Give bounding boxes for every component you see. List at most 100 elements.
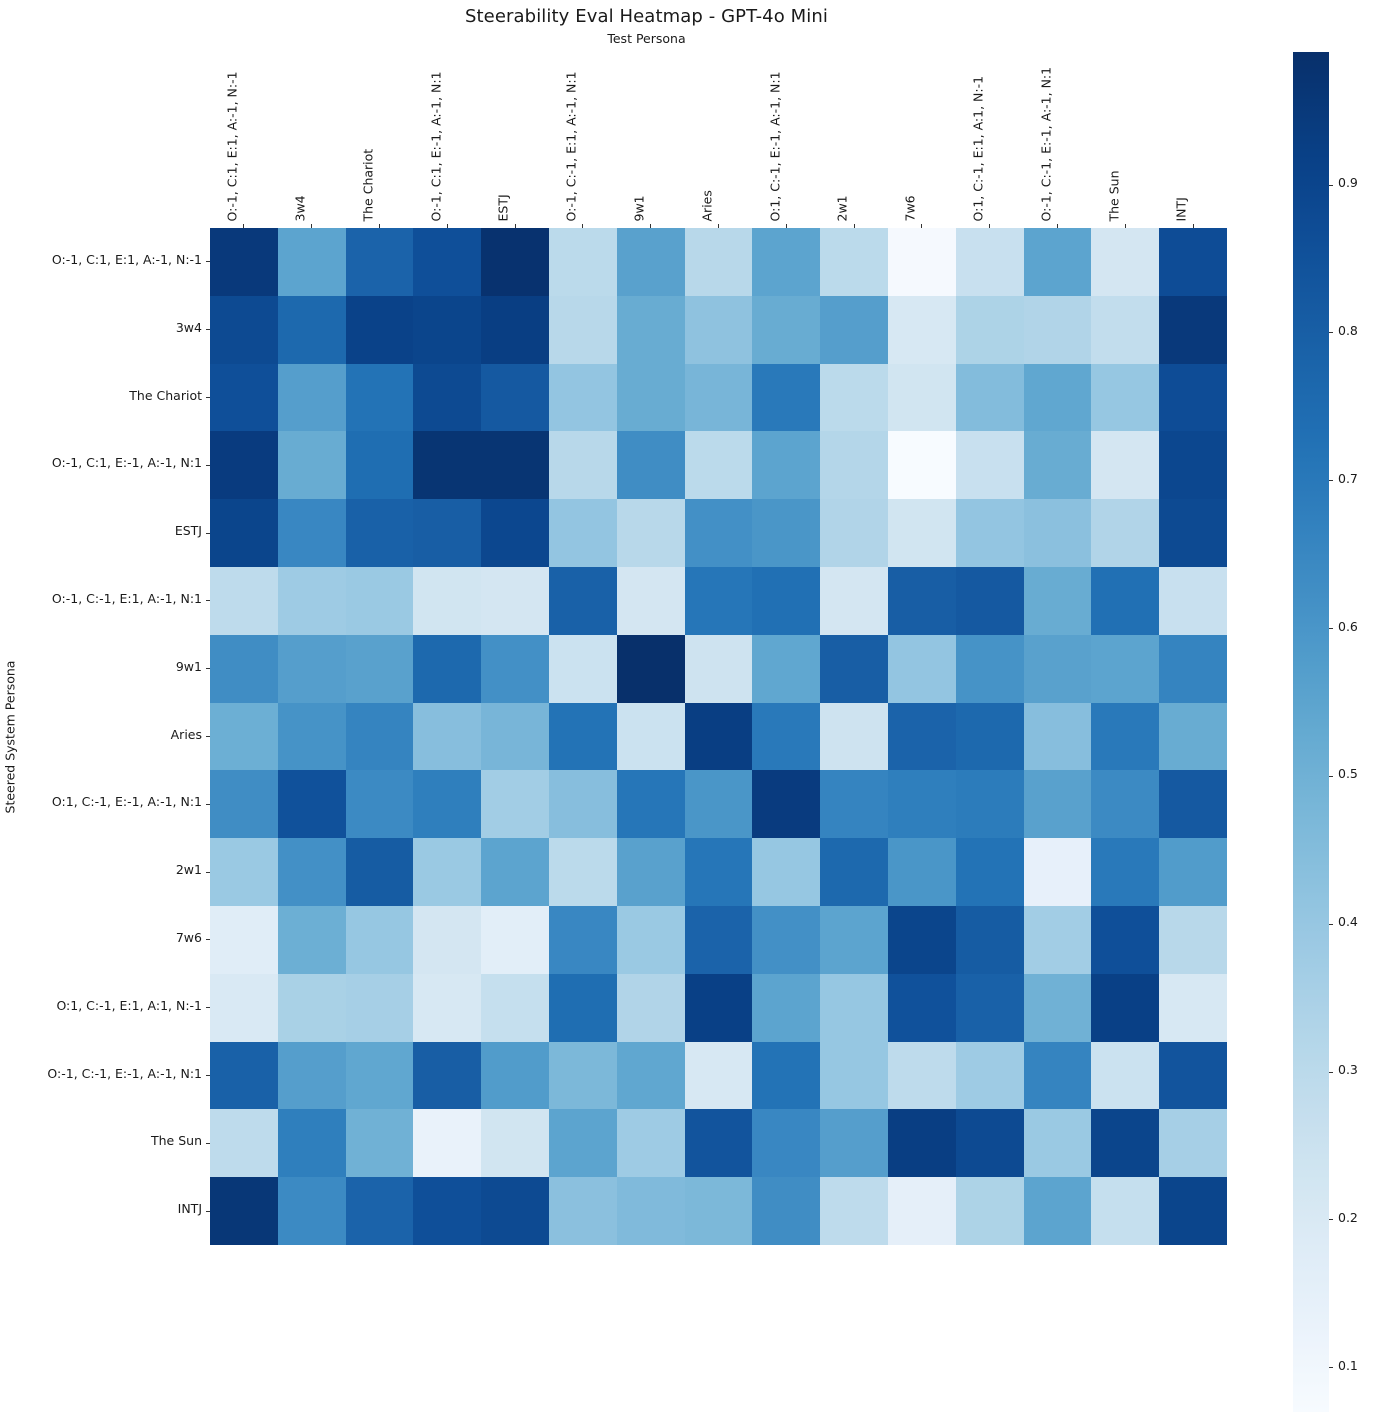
heatmap-cell (616, 1109, 685, 1178)
heatmap-cell (549, 634, 617, 703)
heatmap-cell (481, 295, 549, 364)
heatmap-cell (345, 363, 414, 432)
x-tick-label: O:-1, C:1, E:-1, A:-1, N:1 (428, 70, 443, 221)
heatmap-cell (955, 973, 1024, 1042)
heatmap-cell (1159, 634, 1227, 703)
heatmap-cell (752, 634, 821, 703)
heatmap-cell (549, 363, 617, 432)
heatmap-cell (820, 973, 888, 1042)
heatmap-cell (955, 1109, 1024, 1178)
heatmap-cell (210, 228, 278, 296)
heatmap-cell (1091, 431, 1160, 500)
y-tick-label: 7w6 (175, 929, 202, 945)
heatmap-cell (481, 973, 549, 1042)
colorbar: 0.9 0.8 0.7 0.6 0.5 0.4 0.3 0.2 0.1 (1293, 52, 1358, 1412)
x-tick-label: O:-1, C:-1, E:-1, A:-1, N:1 (1038, 66, 1054, 221)
heatmap-cell (549, 1109, 617, 1178)
heatmap-cell (752, 770, 821, 839)
heatmap-cell (210, 431, 278, 500)
heatmap-cell (345, 770, 414, 839)
colorbar-tick-label: 0.7 (1338, 470, 1358, 486)
heatmap-cell (413, 770, 482, 839)
heatmap-cell (210, 634, 278, 703)
heatmap-cell (1159, 906, 1227, 974)
heatmap-cell (413, 499, 482, 567)
heatmap-cell (888, 770, 956, 839)
heatmap-cell (955, 1041, 1024, 1110)
heatmap-cell (684, 838, 753, 906)
heatmap-cell (684, 1041, 753, 1110)
x-tick-label: O:1, C:-1, E:1, A:1, N:-1 (970, 75, 986, 221)
y-tick-label: O:-1, C:1, E:-1, A:-1, N:1 (51, 455, 202, 471)
heatmap-cell (1091, 228, 1160, 296)
heatmap-cell (345, 567, 414, 635)
heatmap-cell (888, 906, 956, 974)
heatmap-cell (1091, 838, 1160, 906)
heatmap-cell (888, 228, 956, 296)
heatmap-cell (413, 1041, 482, 1110)
heatmap-cell (888, 499, 956, 567)
heatmap-cell (481, 770, 549, 839)
heatmap-cell (1159, 838, 1227, 906)
heatmap-cell (1091, 906, 1160, 974)
y-tick-label: Aries (170, 726, 202, 742)
heatmap-cell (820, 838, 888, 906)
heatmap-cell (820, 567, 888, 635)
heatmap-cell (616, 634, 685, 703)
x-axis-tick-labels: O:-1, C:1, E:1, A:-1, N:-1 3w4 The Chariot… (210, 0, 1227, 228)
heatmap-cell (1023, 1041, 1092, 1110)
heatmap-cell (1159, 973, 1227, 1042)
heatmap-cell (481, 431, 549, 500)
heatmap-cell (820, 906, 888, 974)
heatmap-cell (277, 431, 346, 500)
heatmap-cell (955, 906, 1024, 974)
heatmap-grid (210, 228, 1227, 1245)
heatmap-cell (481, 1177, 549, 1245)
heatmap-cell (481, 906, 549, 974)
chart-title: Steerability Eval Heatmap - GPT-4o Mini (465, 6, 828, 27)
colorbar-tick-mark (1329, 628, 1333, 630)
x-tick-mark (1192, 224, 1194, 228)
heatmap-cell (1091, 295, 1160, 364)
heatmap-cell (481, 228, 549, 296)
heatmap-cell (277, 906, 346, 974)
heatmap-cell (1159, 1177, 1227, 1245)
heatmap-cell (277, 702, 346, 771)
heatmap-cell (955, 838, 1024, 906)
y-tick-mark (206, 600, 210, 602)
heatmap-cell (210, 973, 278, 1042)
y-tick-mark (206, 261, 210, 263)
heatmap-cell (277, 228, 346, 296)
y-tick-mark (206, 803, 210, 805)
heatmap-cell (549, 567, 617, 635)
y-tick-mark (206, 1075, 210, 1076)
y-tick-mark (206, 532, 210, 534)
y-tick-mark (206, 1142, 210, 1144)
heatmap-cell (345, 1041, 414, 1110)
heatmap-cell (413, 973, 482, 1042)
heatmap-cell (616, 1041, 685, 1110)
heatmap-cell (752, 1177, 821, 1245)
heatmap-cell (210, 567, 278, 635)
heatmap-cell (549, 770, 617, 839)
heatmap-cell (345, 973, 414, 1042)
heatmap-cell (1023, 973, 1092, 1042)
heatmap-plot (210, 228, 1227, 1245)
heatmap-cell (820, 228, 888, 296)
heatmap-cell (684, 295, 753, 364)
heatmap-cell (210, 499, 278, 567)
x-tick-mark (650, 224, 652, 228)
heatmap-cell (481, 634, 549, 703)
heatmap-cell (616, 838, 685, 906)
heatmap-cell (752, 567, 821, 635)
heatmap-cell (684, 973, 753, 1042)
heatmap-cell (481, 838, 549, 906)
heatmap-cell (1023, 567, 1092, 635)
heatmap-cell (1159, 363, 1227, 432)
colorbar-tick-mark (1329, 775, 1333, 777)
heatmap-cell (684, 906, 753, 974)
heatmap-cell (684, 567, 753, 635)
heatmap-cell (413, 228, 482, 296)
heatmap-cell (820, 363, 888, 432)
heatmap-cell (820, 499, 888, 567)
